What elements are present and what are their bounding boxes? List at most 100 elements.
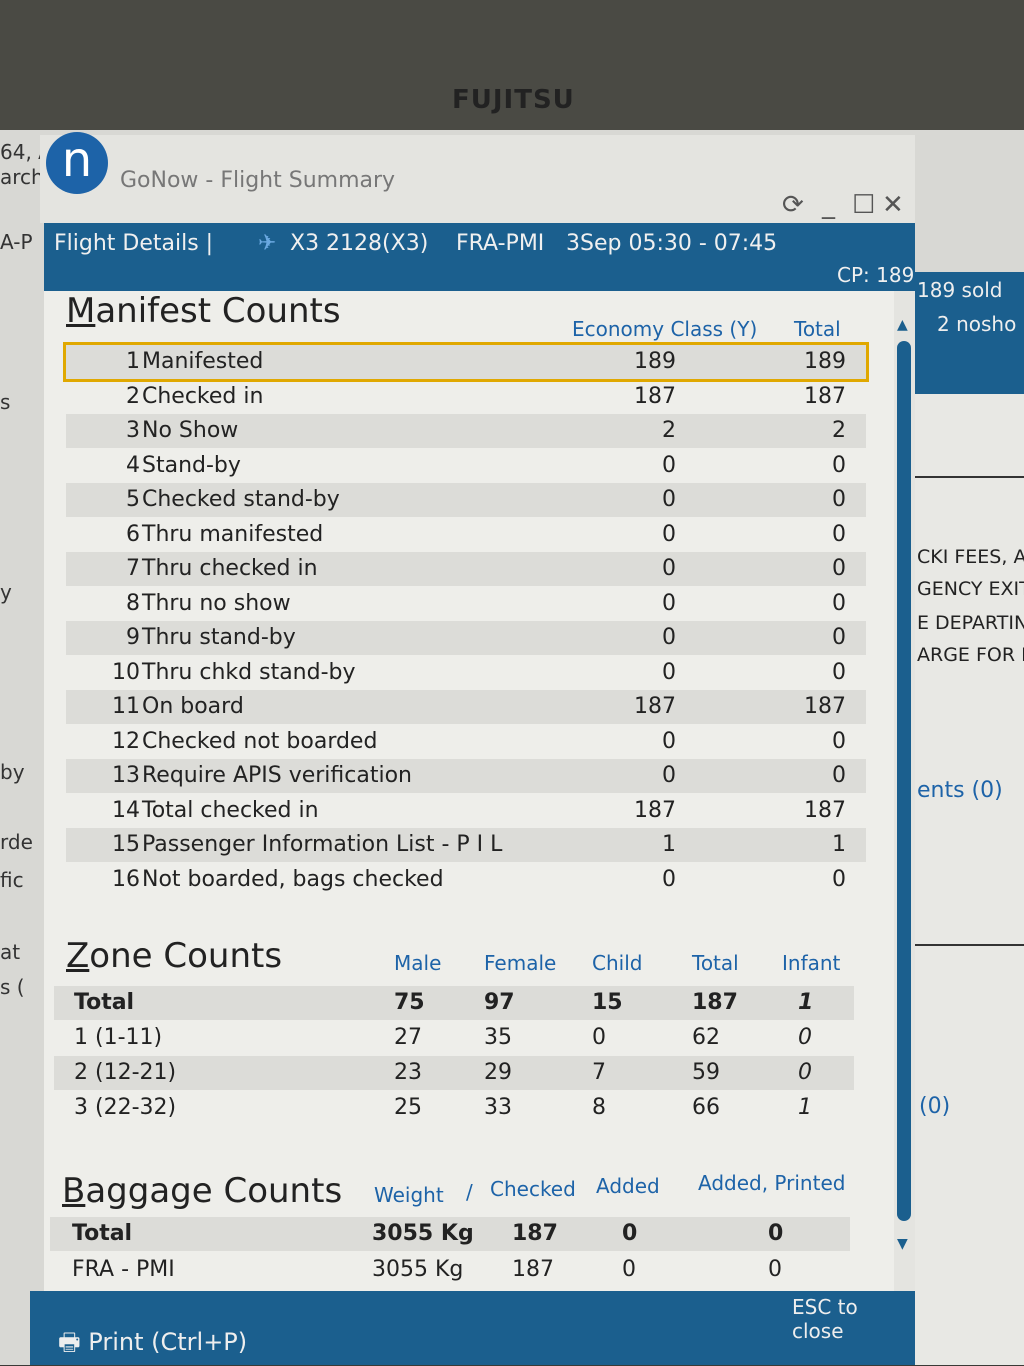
- capacity: CP: 189: [837, 263, 915, 287]
- zone-value: 0: [592, 1025, 606, 1050]
- maximize-button[interactable]: ☐: [852, 190, 876, 220]
- baggage-row[interactable]: Total 3055 Kg 187 0 0: [50, 1217, 850, 1251]
- manifest-title: Manifest Counts: [66, 291, 341, 331]
- fragment-text: by: [0, 760, 25, 784]
- attachments-link[interactable]: ents (0): [917, 778, 1003, 803]
- manifest-row[interactable]: 16 Not boarded, bags checked 0 0: [66, 863, 866, 897]
- total-value: 0: [832, 625, 846, 650]
- manifest-row[interactable]: 4 Stand-by 0 0: [66, 449, 866, 483]
- manifest-row[interactable]: 10 Thru chkd stand-by 0 0: [66, 656, 866, 690]
- row-number: 3: [126, 418, 140, 443]
- manifest-row[interactable]: 5 Checked stand-by 0 0: [66, 483, 866, 517]
- zone-row[interactable]: 3 (22-32) 25 33 8 66 1: [54, 1091, 854, 1125]
- dialog-footer: 🖶 Print (Ctrl+P) ESC to close: [30, 1291, 915, 1365]
- print-label: Print (Ctrl+P): [88, 1328, 248, 1356]
- baggage-row[interactable]: FRA - PMI 3055 Kg 187 0 0: [50, 1253, 850, 1287]
- row-number: 1: [126, 349, 140, 374]
- refresh-icon[interactable]: ⟳: [782, 190, 804, 220]
- remark-line: CKI FEES, AI: [917, 546, 1024, 568]
- manifest-row[interactable]: 15 Passenger Information List - P I L 1 1: [66, 828, 866, 862]
- row-label: Checked stand-by: [142, 487, 340, 512]
- zone-row[interactable]: 1 (1-11) 27 35 0 62 0: [54, 1021, 854, 1055]
- economy-value: 0: [662, 866, 676, 892]
- manifest-row[interactable]: 6 Thru manifested 0 0: [66, 518, 866, 552]
- total-value: 187: [804, 383, 846, 409]
- row-number: 11: [112, 694, 140, 719]
- zone-value: 23: [394, 1060, 422, 1085]
- row-label: Manifested: [142, 349, 264, 374]
- baggage-value: 187: [512, 1221, 558, 1246]
- zone-value: 0: [798, 1025, 812, 1050]
- row-label: On board: [142, 694, 244, 719]
- total-value: 0: [832, 590, 846, 616]
- window-titlebar: [40, 135, 915, 223]
- zone-row[interactable]: Total 75 97 15 187 1: [54, 986, 854, 1020]
- scroll-up-icon[interactable]: ▲: [897, 317, 908, 333]
- economy-value: 2: [662, 418, 676, 443]
- esc-close-hint: ESC to close: [792, 1295, 858, 1343]
- zone-value: 1: [798, 990, 814, 1015]
- fragment-text: 64, A: [0, 140, 40, 164]
- printer-icon: 🖶: [58, 1328, 81, 1356]
- economy-value: 0: [662, 556, 676, 581]
- total-value: 0: [832, 763, 846, 788]
- manifest-row[interactable]: 2 Checked in 187 187: [66, 380, 866, 414]
- row-number: 15: [112, 832, 140, 857]
- economy-value: 0: [662, 763, 676, 788]
- baggage-label: Total: [72, 1221, 133, 1246]
- fragment-text: at: [0, 940, 21, 964]
- baggage-value: 0: [622, 1221, 638, 1246]
- baggage-value: 0: [768, 1221, 784, 1246]
- col-economy: Economy Class (Y): [572, 317, 758, 341]
- manifest-row[interactable]: 9 Thru stand-by 0 0: [66, 621, 866, 655]
- zone-value: 66: [692, 1095, 720, 1120]
- manifest-row[interactable]: 11 On board 187 187: [66, 690, 866, 724]
- baggage-title: Baggage Counts: [62, 1171, 343, 1211]
- economy-value: 187: [634, 383, 676, 409]
- total-value: 0: [832, 659, 846, 685]
- total-value: 2: [832, 418, 846, 443]
- window-title: GoNow - Flight Summary: [120, 168, 396, 193]
- economy-value: 0: [662, 728, 676, 754]
- economy-value: 0: [662, 659, 676, 685]
- zone-col-header: Total: [692, 951, 739, 975]
- manifest-row[interactable]: 7 Thru checked in 0 0: [66, 552, 866, 586]
- scrollbar-thumb[interactable]: [897, 341, 911, 1221]
- manifest-row[interactable]: 3 No Show 2 2: [66, 414, 866, 448]
- manifest-row[interactable]: 14 Total checked in 187 187: [66, 794, 866, 828]
- row-number: 9: [126, 625, 140, 650]
- manifest-row[interactable]: 12 Checked not boarded 0 0: [66, 725, 866, 759]
- baggage-col-header: Checked: [490, 1177, 576, 1201]
- baggage-col-header: Added: [596, 1174, 660, 1198]
- row-number: 14: [112, 797, 140, 823]
- row-number: 12: [112, 728, 140, 754]
- economy-value: 187: [634, 797, 676, 823]
- manifest-row[interactable]: 13 Require APIS verification 0 0: [66, 759, 866, 793]
- print-button[interactable]: 🖶 Print (Ctrl+P): [58, 1325, 247, 1366]
- fragment-text: arch: [0, 165, 40, 189]
- app-logo: n: [46, 132, 108, 194]
- row-label: Checked not boarded: [142, 728, 378, 754]
- other-link[interactable]: (0): [919, 1094, 951, 1119]
- airline-icon: ✈: [258, 231, 277, 256]
- scroll-down-icon[interactable]: ▼: [897, 1236, 908, 1252]
- manifest-row[interactable]: 1 Manifested 189 189: [63, 342, 869, 382]
- col-total: Total: [794, 317, 841, 341]
- close-button[interactable]: ✕: [882, 190, 904, 220]
- manifest-row[interactable]: 8 Thru no show 0 0: [66, 587, 866, 621]
- total-value: 187: [804, 694, 846, 719]
- row-number: 10: [112, 659, 140, 685]
- zone-row[interactable]: 2 (12-21) 23 29 7 59 0: [54, 1056, 854, 1090]
- row-label: Require APIS verification: [142, 763, 412, 788]
- zone-col-header: Child: [592, 951, 643, 975]
- fragment-text: rde: [0, 830, 33, 854]
- economy-value: 187: [634, 694, 676, 719]
- zone-col-header: Female: [484, 951, 557, 975]
- scrollbar[interactable]: ▲ ▼: [894, 291, 915, 1291]
- minimize-button[interactable]: _: [822, 190, 835, 220]
- total-value: 1: [832, 832, 846, 857]
- remark-line: ARGE FOR P: [917, 644, 1024, 666]
- row-label: Stand-by: [142, 452, 241, 478]
- zone-col-header: Infant: [782, 951, 841, 975]
- row-label: Thru no show: [142, 590, 291, 616]
